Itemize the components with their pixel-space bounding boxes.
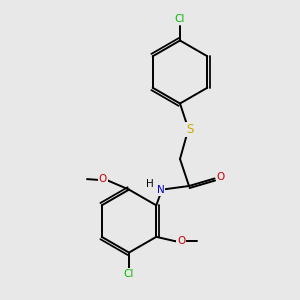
- Text: Cl: Cl: [175, 14, 185, 24]
- Text: O: O: [177, 236, 185, 246]
- Text: N: N: [157, 185, 164, 195]
- Text: H: H: [146, 179, 153, 189]
- Text: O: O: [98, 174, 107, 184]
- Text: S: S: [186, 123, 194, 136]
- Text: O: O: [216, 172, 225, 182]
- Text: Cl: Cl: [124, 269, 134, 279]
